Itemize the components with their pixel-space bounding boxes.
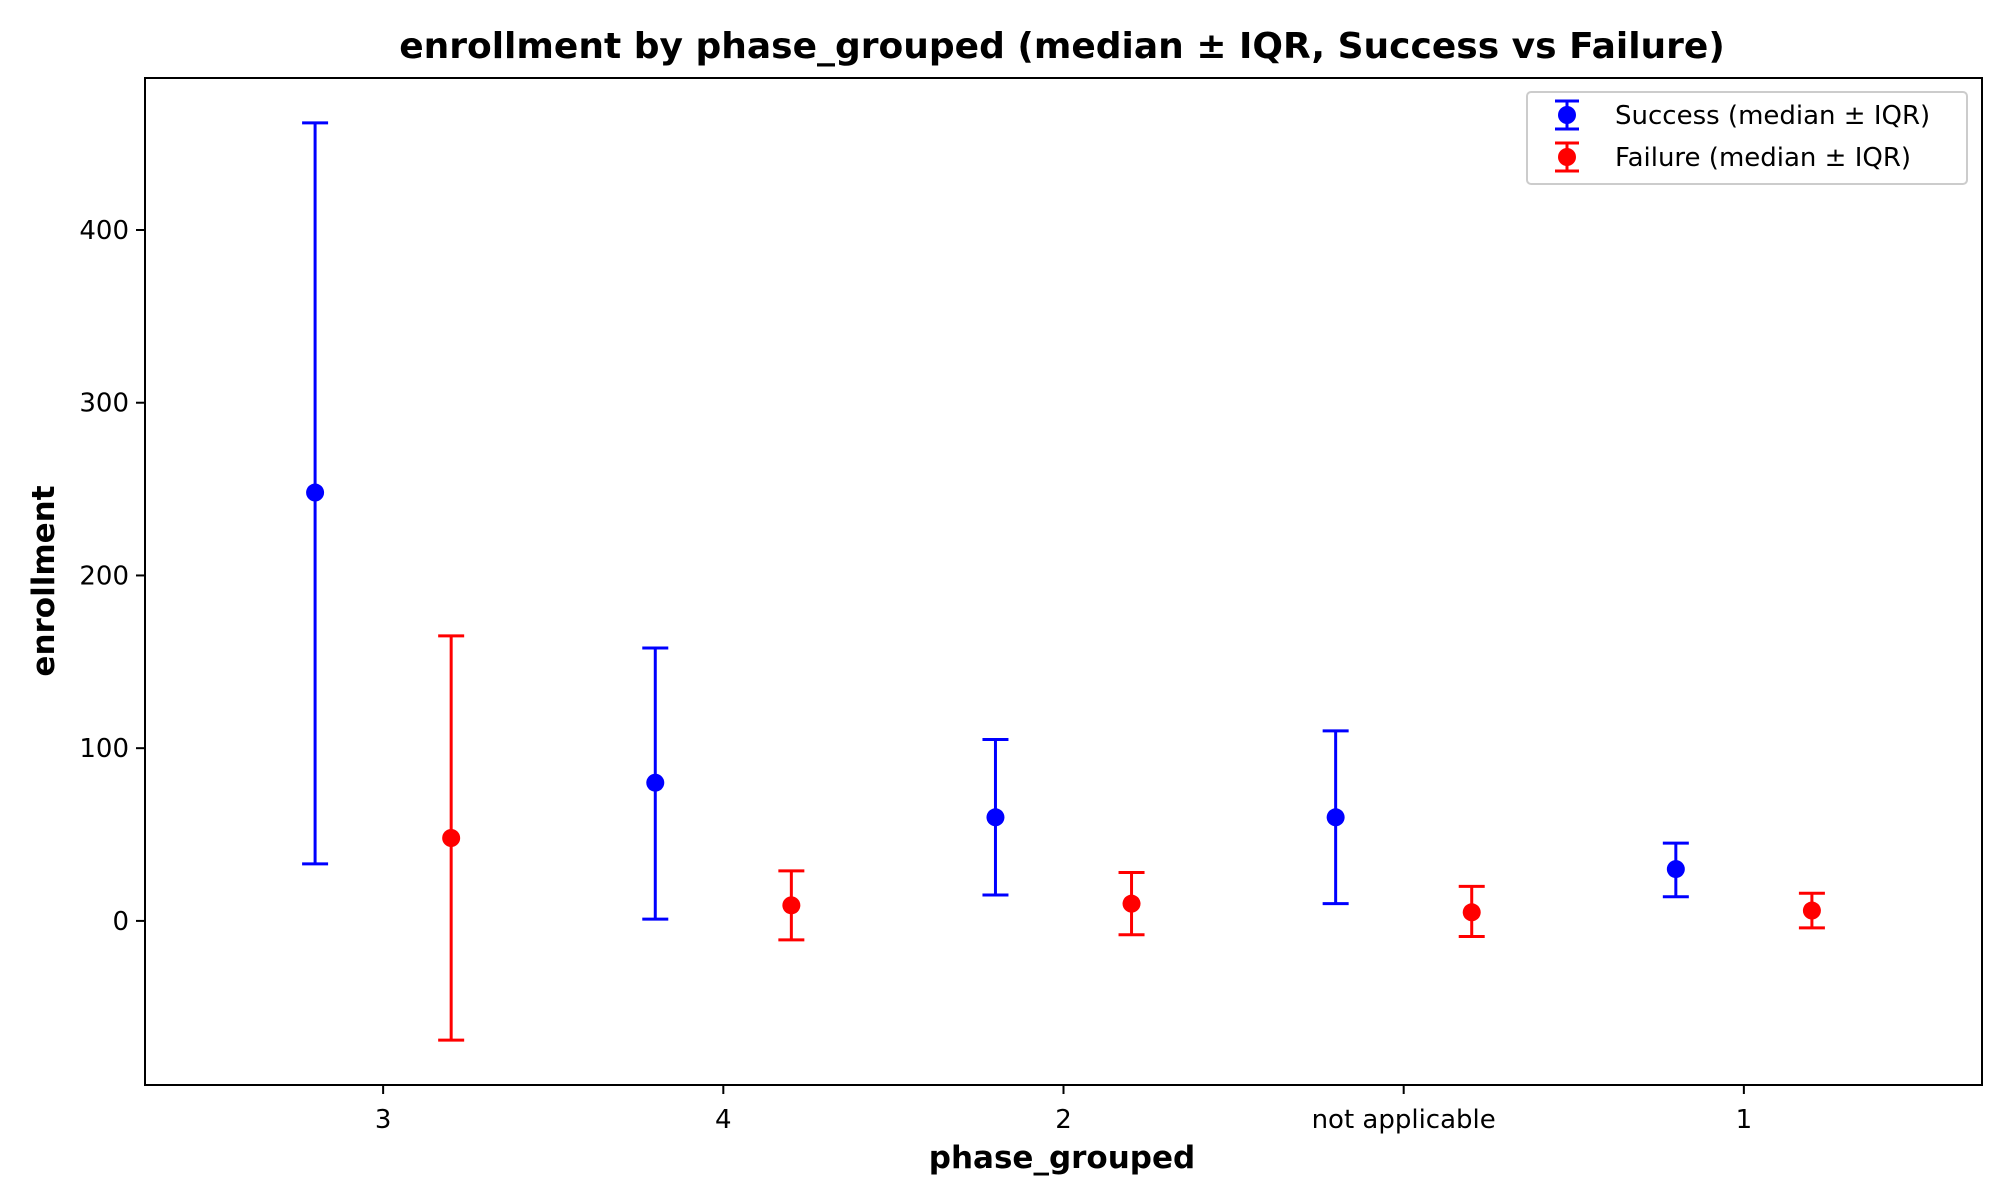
series-layer — [302, 121, 1825, 1042]
median-point-3 — [1326, 808, 1345, 827]
median-point-3 — [1462, 903, 1481, 922]
legend: Success (median ± IQR) Failure (median ± … — [1526, 91, 1968, 185]
y-axis: 0 100 200 300 400 — [79, 216, 145, 937]
median-point-0 — [306, 483, 325, 502]
y-axis-label: enrollment — [26, 485, 62, 676]
median-point-0 — [442, 829, 461, 847]
median-point-2 — [986, 808, 1005, 827]
y-tick-label-3: 300 — [79, 389, 129, 419]
legend-box — [1526, 91, 1968, 185]
legend-label-0: Success (median ± IQR) — [1615, 101, 1930, 131]
median-point-2 — [1122, 894, 1141, 913]
legend-marker-point-1 — [1558, 148, 1576, 166]
median-point-1 — [646, 773, 665, 792]
x-axis: 3 4 2 not applicable 1 — [375, 1085, 1752, 1135]
chart-title: enrollment by phase_grouped (median ± IQ… — [399, 26, 1725, 67]
legend-label-1: Failure (median ± IQR) — [1615, 143, 1911, 173]
x-tick-label-2: 2 — [1055, 1105, 1072, 1135]
x-tick-label-0: 3 — [375, 1105, 392, 1135]
median-point-1 — [782, 896, 801, 915]
y-tick-label-0: 0 — [112, 907, 129, 937]
median-point-4 — [1802, 901, 1821, 920]
y-tick-label-1: 100 — [79, 734, 129, 764]
y-tick-label-2: 200 — [79, 561, 129, 591]
legend-marker-point-0 — [1558, 106, 1576, 124]
plot-frame — [144, 77, 1983, 1086]
y-tick-label-4: 400 — [79, 216, 129, 246]
median-point-4 — [1666, 860, 1685, 879]
series-failure — [438, 634, 1825, 1042]
x-tick-label-3: not applicable — [1312, 1105, 1496, 1135]
x-tick-label-1: 4 — [715, 1105, 732, 1135]
series-success — [302, 121, 1689, 921]
plot-area — [144, 77, 1983, 1086]
x-tick-label-4: 1 — [1736, 1105, 1753, 1135]
x-axis-label: phase_grouped — [929, 1140, 1195, 1176]
